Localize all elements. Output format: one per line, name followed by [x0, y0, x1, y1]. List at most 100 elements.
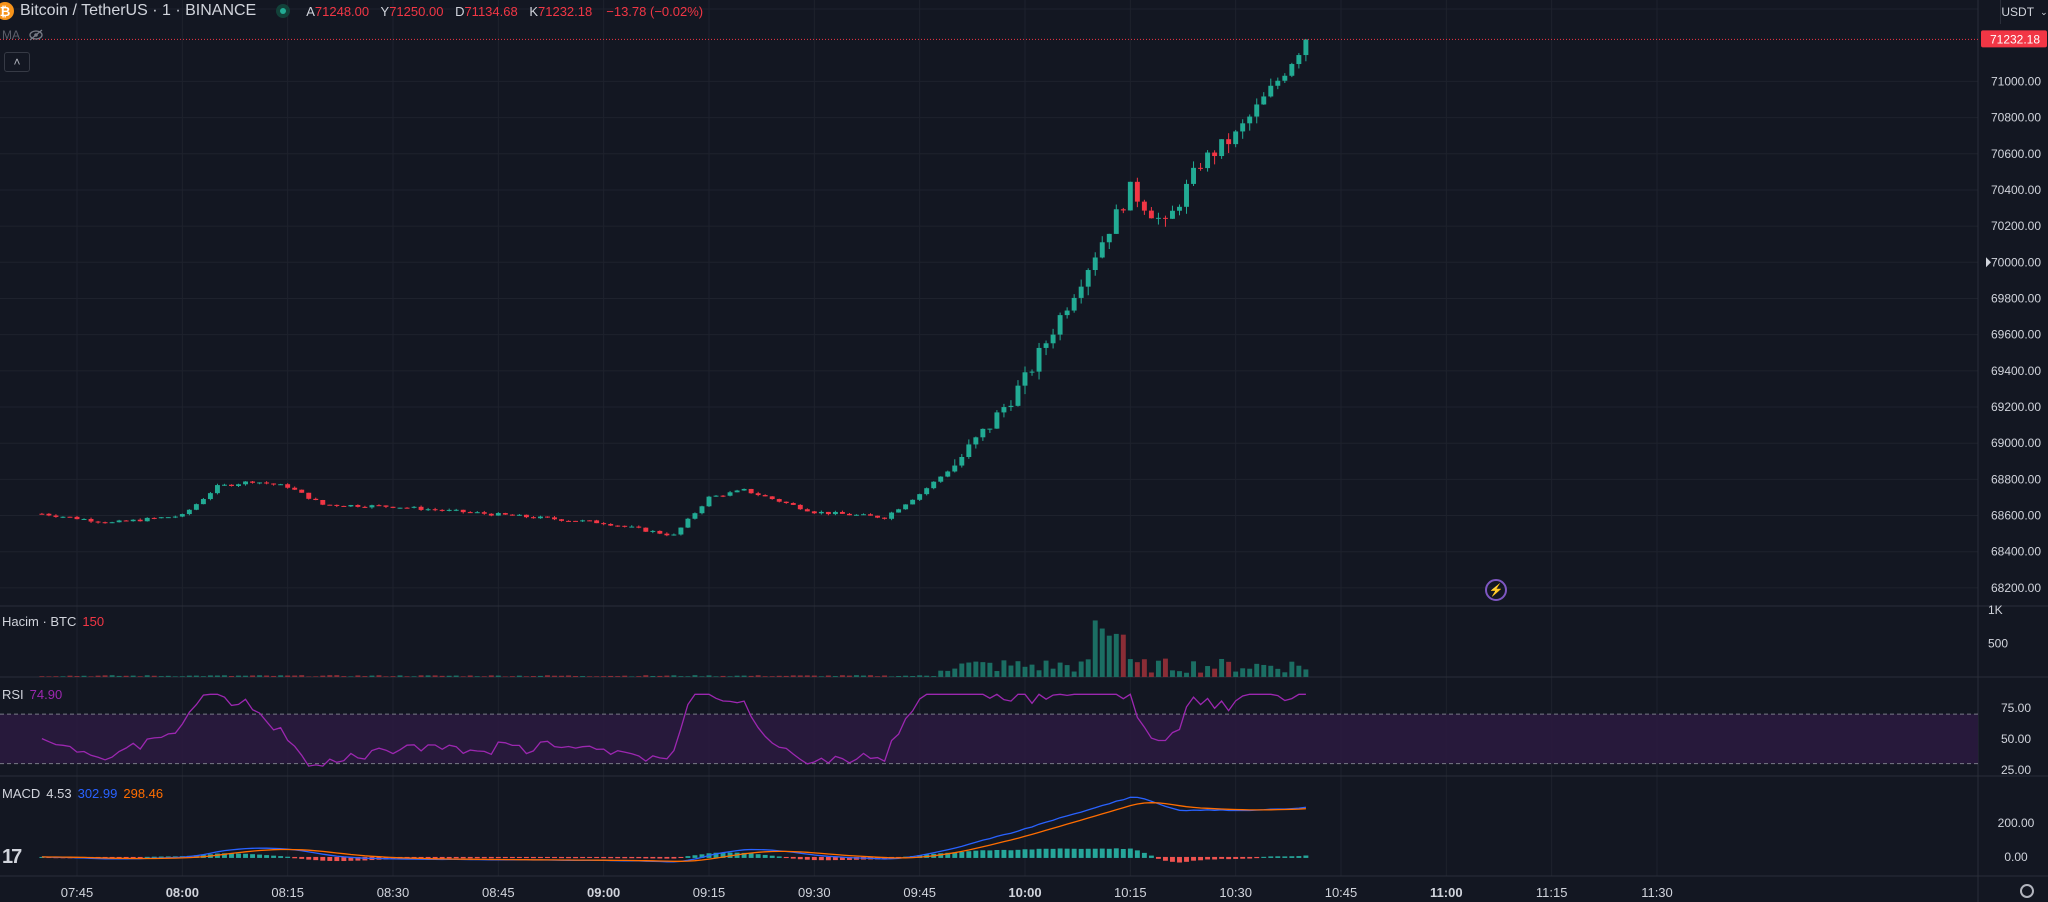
macd-hist-bar	[1191, 856, 1196, 861]
volume-bar	[1184, 672, 1189, 677]
macd-hist-bar	[804, 856, 810, 860]
volume-legend[interactable]: Hacim · BTC 150	[2, 614, 104, 629]
time-tick-label: 09:15	[693, 885, 726, 900]
macd-hist-bar	[664, 856, 670, 859]
macd-hist-bar	[1296, 856, 1302, 858]
tradingview-logo[interactable]: 17	[2, 846, 22, 868]
volume-bar	[250, 675, 256, 677]
volume-bar	[123, 675, 129, 677]
volume-bar	[446, 675, 452, 677]
volume-bar	[1134, 662, 1140, 677]
last-price-label: 71232.18	[1990, 32, 2040, 46]
settings-gear-icon[interactable]	[2020, 884, 2034, 898]
symbol-title[interactable]: Bitcoin / TetherUS · 1 · BINANCE	[20, 2, 257, 19]
volume-bar	[383, 676, 389, 677]
candle-body	[1205, 152, 1211, 169]
volume-bar	[706, 675, 712, 677]
price-tick-label: 69800.00	[1991, 291, 2041, 305]
time-tick-label: 11:00	[1430, 885, 1463, 900]
macd-hist-bar	[257, 854, 263, 858]
time-tick-label: 09:30	[798, 885, 831, 900]
candle-body	[734, 490, 740, 493]
time-tick-label: 08:00	[166, 885, 199, 900]
volume-bar	[257, 675, 263, 677]
candle-body	[769, 496, 775, 500]
candle-body	[1240, 123, 1246, 132]
candle-body	[60, 516, 66, 518]
volume-bar	[748, 675, 754, 677]
volume-bar	[158, 676, 164, 677]
macd-hist-bar	[278, 856, 284, 858]
candle-body	[1057, 315, 1063, 335]
volume-bar	[1247, 668, 1253, 677]
candle-body	[250, 481, 256, 483]
candle-body	[587, 520, 593, 522]
flash-icon[interactable]: ⚡	[1485, 579, 1507, 601]
volume-bar	[868, 675, 873, 677]
volume-bar	[306, 676, 312, 677]
macd-hist-bar	[236, 853, 241, 858]
volume-bar	[348, 676, 354, 677]
volume-bar	[1071, 671, 1077, 677]
macd-hist-bar	[1120, 848, 1126, 858]
candle-body	[959, 457, 965, 466]
macd-hist-bar	[945, 852, 951, 858]
ma-label: MA	[2, 28, 20, 42]
volume-bar	[1078, 661, 1084, 677]
macd-hist-bar	[1247, 856, 1253, 859]
volume-bar	[636, 676, 642, 677]
candle-body	[1071, 297, 1077, 311]
candle-body	[102, 522, 108, 524]
volume-bar	[60, 676, 66, 677]
volume-bar	[1289, 661, 1295, 677]
volume-bar	[1275, 668, 1281, 677]
volume-bar	[439, 675, 445, 677]
candle-body	[285, 484, 291, 488]
volume-bar	[341, 676, 347, 677]
candle-body	[1303, 39, 1309, 56]
volume-bar	[1092, 620, 1098, 677]
volume-tick-label: 1K	[1988, 603, 2003, 617]
candle-body	[783, 501, 789, 504]
collapse-legend-button[interactable]: ˄	[4, 52, 30, 72]
volume-bar	[1022, 666, 1028, 677]
candle-body	[88, 518, 94, 522]
volume-bar	[931, 676, 937, 677]
macd-legend[interactable]: MACD 4.53 302.99 298.46	[2, 786, 163, 801]
candle-body	[109, 522, 115, 524]
candle-body	[46, 513, 52, 516]
candle-body	[236, 484, 241, 486]
candle-body	[945, 471, 951, 477]
ma-indicator-legend[interactable]: MA	[2, 28, 44, 42]
macd-hist-bar	[1212, 856, 1218, 860]
candle-body	[130, 519, 136, 522]
candle-body	[1092, 257, 1098, 271]
volume-bar	[186, 675, 192, 677]
volume-bar	[432, 675, 438, 677]
volume-bar	[678, 676, 684, 677]
macd-hist-bar	[495, 856, 501, 859]
macd-hist-bar	[1184, 856, 1189, 862]
volume-bar	[53, 676, 59, 677]
volume-bar	[1015, 661, 1021, 677]
currency-unit-selector[interactable]: USDT ⌄	[2000, 0, 2048, 24]
macd-hist-bar	[538, 856, 543, 859]
volume-bar	[566, 675, 572, 677]
volume-bar	[882, 675, 888, 677]
candle-body	[580, 520, 586, 522]
volume-bar	[559, 675, 564, 677]
macd-hist-bar	[432, 856, 438, 859]
candle-body	[790, 503, 796, 505]
macd-hist-bar	[334, 856, 340, 862]
macd-hist-bar	[1240, 856, 1246, 859]
macd-hist-bar	[481, 856, 487, 859]
volume-bar	[369, 675, 375, 677]
eye-slash-icon[interactable]	[28, 29, 44, 41]
rsi-tick-label: 50.00	[2001, 732, 2031, 746]
rsi-legend[interactable]: RSI 74.90	[2, 687, 62, 702]
volume-bar	[987, 662, 993, 677]
macd-hist-bar	[488, 856, 494, 859]
candle-body	[804, 509, 810, 512]
macd-hist-bar	[523, 856, 529, 859]
